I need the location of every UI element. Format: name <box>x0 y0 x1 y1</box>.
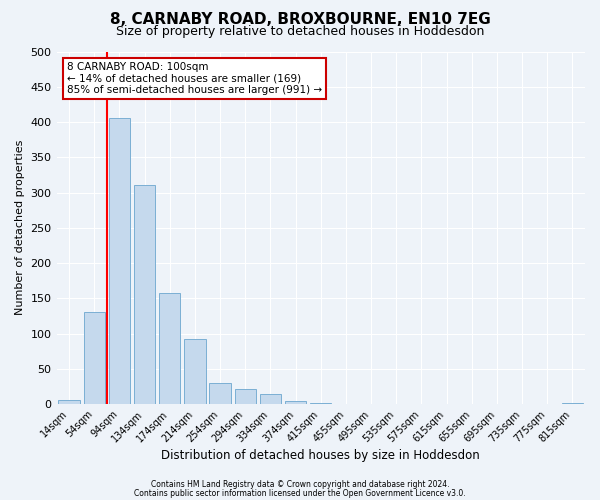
Bar <box>109 118 130 404</box>
Bar <box>159 294 181 404</box>
Bar <box>285 400 307 404</box>
Text: Size of property relative to detached houses in Hoddesdon: Size of property relative to detached ho… <box>116 25 484 38</box>
Bar <box>260 394 281 404</box>
Text: Contains public sector information licensed under the Open Government Licence v3: Contains public sector information licen… <box>134 488 466 498</box>
X-axis label: Distribution of detached houses by size in Hoddesdon: Distribution of detached houses by size … <box>161 450 480 462</box>
Bar <box>209 383 231 404</box>
Text: Contains HM Land Registry data © Crown copyright and database right 2024.: Contains HM Land Registry data © Crown c… <box>151 480 449 489</box>
Bar <box>235 388 256 404</box>
Bar <box>83 312 105 404</box>
Bar <box>184 339 206 404</box>
Bar <box>562 402 583 404</box>
Y-axis label: Number of detached properties: Number of detached properties <box>15 140 25 316</box>
Bar <box>58 400 80 404</box>
Text: 8, CARNABY ROAD, BROXBOURNE, EN10 7EG: 8, CARNABY ROAD, BROXBOURNE, EN10 7EG <box>110 12 490 28</box>
Bar <box>134 186 155 404</box>
Text: 8 CARNABY ROAD: 100sqm
← 14% of detached houses are smaller (169)
85% of semi-de: 8 CARNABY ROAD: 100sqm ← 14% of detached… <box>67 62 322 96</box>
